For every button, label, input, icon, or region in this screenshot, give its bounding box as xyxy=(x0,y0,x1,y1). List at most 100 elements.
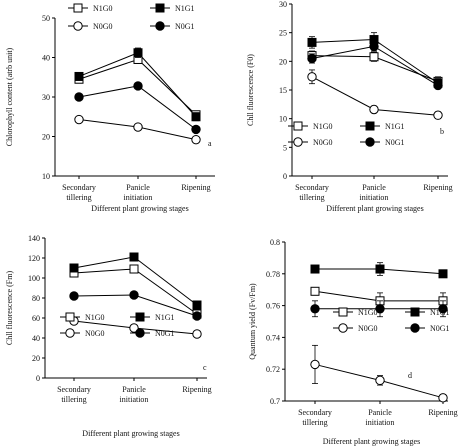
series-N0G1 xyxy=(74,81,201,135)
series-N1G1 xyxy=(69,252,202,310)
y-axis-title: Quantum yield (Fv/Fm) xyxy=(248,283,257,360)
x-axis-title: Different plant growing stages xyxy=(323,437,420,446)
data-point xyxy=(310,286,320,296)
data-point xyxy=(69,291,79,301)
legend-label: N1G0 xyxy=(93,4,113,13)
x-tick-label: Panicle initiation xyxy=(360,183,389,202)
x-tick-label: Secondary tillering xyxy=(62,183,96,202)
legend: N1G0 N1G1 N0G0 N0G1 xyxy=(60,312,175,338)
legend-item: N0G0 xyxy=(333,323,378,333)
data-point xyxy=(129,252,139,262)
legend-item: N0G1 xyxy=(360,137,405,147)
legend-marker xyxy=(338,307,348,317)
y-tick-label: 10 xyxy=(279,115,287,124)
y-tick-label: 60 xyxy=(32,314,40,323)
y-tick-label: 10 xyxy=(42,172,50,181)
y-tick-label: 30 xyxy=(42,93,50,102)
data-point xyxy=(433,80,443,91)
data-point xyxy=(369,104,379,115)
legend-marker xyxy=(293,137,303,147)
legend-marker xyxy=(410,323,420,333)
panel-letter: b xyxy=(440,127,444,136)
series-N0G0 xyxy=(310,344,448,403)
data-point xyxy=(133,122,143,132)
x-tick-label: Ripening xyxy=(182,385,211,394)
data-point xyxy=(307,37,317,47)
data-point xyxy=(307,53,317,64)
y-axis-title: Chll fluorescence (F0) xyxy=(246,54,255,126)
x-axis-title: Different plant growing stages xyxy=(82,429,179,438)
chart-panel-c: 0 20 40 60 80 100 120 140 Secondary tillering Pani… xyxy=(5,234,212,438)
legend-item: N1G0 xyxy=(333,307,378,317)
y-tick-label: 120 xyxy=(28,254,40,263)
y-tick-label: 0.74 xyxy=(266,333,280,342)
x-tick-label: Panicle initiation xyxy=(120,385,149,404)
data-point xyxy=(191,112,201,122)
data-point xyxy=(310,264,320,274)
x-tick-label: Panicle initiation xyxy=(124,183,153,202)
y-tick-label: 20 xyxy=(279,57,287,66)
x-axis-title: Different plant growing stages xyxy=(91,204,188,213)
legend-marker xyxy=(155,21,165,31)
y-tick-label: 0 xyxy=(36,374,40,383)
legend-marker xyxy=(73,3,83,13)
y-tick-label: 40 xyxy=(42,54,50,63)
data-point xyxy=(74,114,84,125)
legend-label: N0G0 xyxy=(313,138,333,147)
legend-item: N0G0 xyxy=(288,137,333,147)
series-N1G1 xyxy=(310,262,448,279)
chart-panel-d: 0.7 0.72 0.74 0.76 0.78 0.8 Secondary tillering… xyxy=(248,238,458,446)
series-N0G1 xyxy=(69,290,202,321)
data-point xyxy=(191,124,201,135)
y-tick-label: 0.7 xyxy=(270,397,280,406)
legend-marker xyxy=(135,312,145,322)
legend-label: N1G1 xyxy=(175,4,195,13)
y-tick-label: 15 xyxy=(279,86,287,95)
series-N0G0 xyxy=(74,114,201,145)
legend-item: N0G1 xyxy=(130,328,175,338)
y-tick-label: 20 xyxy=(42,133,50,142)
y-tick-label: 5 xyxy=(283,143,287,152)
x-tick-label: Secondary tillering xyxy=(295,183,329,202)
data-point xyxy=(74,92,84,102)
legend-item: N1G1 xyxy=(360,121,405,131)
data-point xyxy=(192,329,202,339)
x-tick-label: Secondary tillering xyxy=(298,408,332,427)
y-tick-label: 0.78 xyxy=(266,270,280,279)
legend-item: N1G1 xyxy=(150,3,195,13)
legend-marker xyxy=(65,312,75,322)
data-point xyxy=(133,81,143,91)
x-tick-label: Panicle initiation xyxy=(366,408,395,427)
y-tick-label: 100 xyxy=(28,274,40,283)
data-point xyxy=(375,304,385,314)
x-tick-label: Ripening xyxy=(428,408,457,417)
data-point xyxy=(129,264,139,274)
legend-label: N0G0 xyxy=(93,22,113,31)
data-point xyxy=(375,264,385,274)
legend-label: N1G1 xyxy=(155,313,175,322)
data-point xyxy=(433,110,443,120)
data-point xyxy=(129,290,139,300)
panel-letter: a xyxy=(208,139,212,148)
y-tick-label: 40 xyxy=(32,334,40,343)
data-point xyxy=(438,304,448,314)
y-tick-label: 30 xyxy=(279,0,287,9)
legend-label: N0G1 xyxy=(175,22,195,31)
legend-label: N0G1 xyxy=(385,138,405,147)
data-point xyxy=(69,263,79,273)
legend-label: N0G0 xyxy=(358,324,378,333)
series-N1G0 xyxy=(307,50,443,87)
y-tick-label: 0 xyxy=(283,172,287,181)
legend-marker xyxy=(73,21,83,31)
data-point xyxy=(129,323,139,333)
y-tick-label: 20 xyxy=(32,354,40,363)
series-N1G1 xyxy=(74,47,201,122)
y-tick-label: 0.72 xyxy=(266,365,280,374)
legend-item: N0G0 xyxy=(60,328,105,338)
data-point xyxy=(369,41,379,52)
y-tick-label: 80 xyxy=(32,294,40,303)
data-point xyxy=(438,269,448,279)
data-point xyxy=(310,359,320,370)
legend-label: N1G0 xyxy=(313,122,333,131)
